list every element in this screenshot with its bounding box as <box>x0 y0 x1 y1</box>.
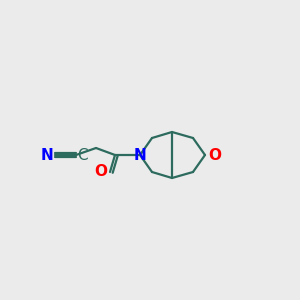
Text: N: N <box>40 148 53 163</box>
Text: C: C <box>77 148 88 163</box>
Text: O: O <box>208 148 221 163</box>
Text: N: N <box>134 148 146 163</box>
Text: O: O <box>94 164 107 179</box>
